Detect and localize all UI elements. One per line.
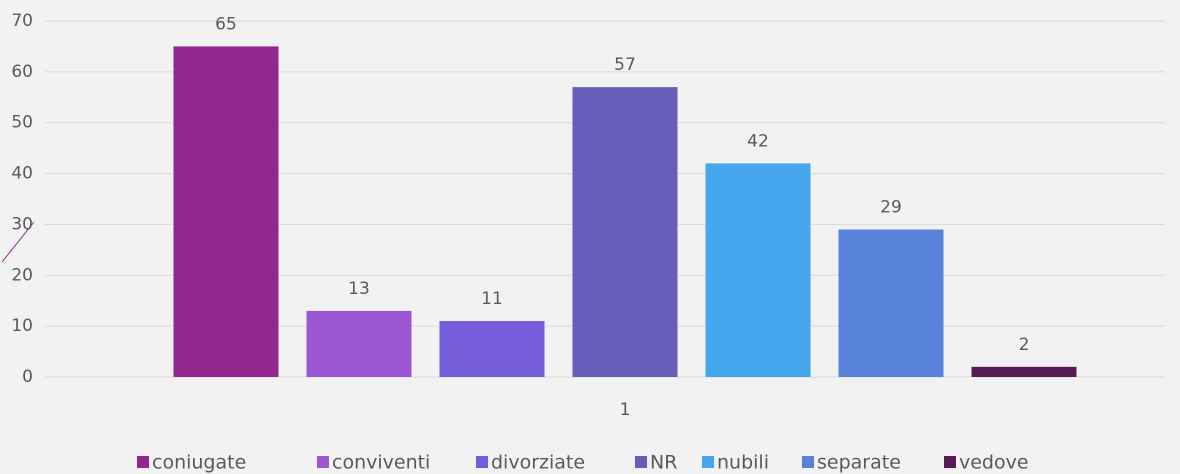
legend-swatch [702,456,714,468]
bar [705,163,811,377]
legend-label: divorziate [491,452,585,474]
y-tick-label: 10 [11,316,33,336]
legend-label: coniugate [152,452,246,474]
bar [838,229,944,377]
legend-swatch [137,456,149,468]
y-tick-label: 70 [11,11,33,31]
legend-swatch [944,456,956,468]
legend-swatch [802,456,814,468]
legend-swatch [317,456,329,468]
bar [173,46,279,378]
y-tick-label: 60 [11,62,33,82]
x-tick-label: 1 [620,400,631,420]
bar [971,366,1077,377]
legend-swatch [635,456,647,468]
legend-swatch [476,456,488,468]
value-label: 13 [348,279,370,299]
y-tick-label: 20 [11,265,33,285]
y-tick-label: 30 [11,214,33,234]
value-label: 65 [215,14,237,34]
y-tick-label: 40 [11,164,33,184]
legend-label: vedove [959,452,1029,474]
legend-label: separate [817,452,901,474]
bar [572,87,678,377]
value-label: 42 [747,131,769,151]
decoration [1,221,35,263]
value-label: 57 [614,55,636,75]
value-label: 11 [481,289,503,309]
value-label: 29 [880,198,902,218]
legend-label: nubili [717,452,769,474]
y-tick-label: 50 [11,113,33,133]
y-tick-label: 0 [22,367,33,387]
legend-label: NR [650,452,677,474]
value-label: 2 [1019,335,1030,355]
legend-label: conviventi [332,452,430,474]
bar [439,321,545,377]
bar [306,310,412,377]
